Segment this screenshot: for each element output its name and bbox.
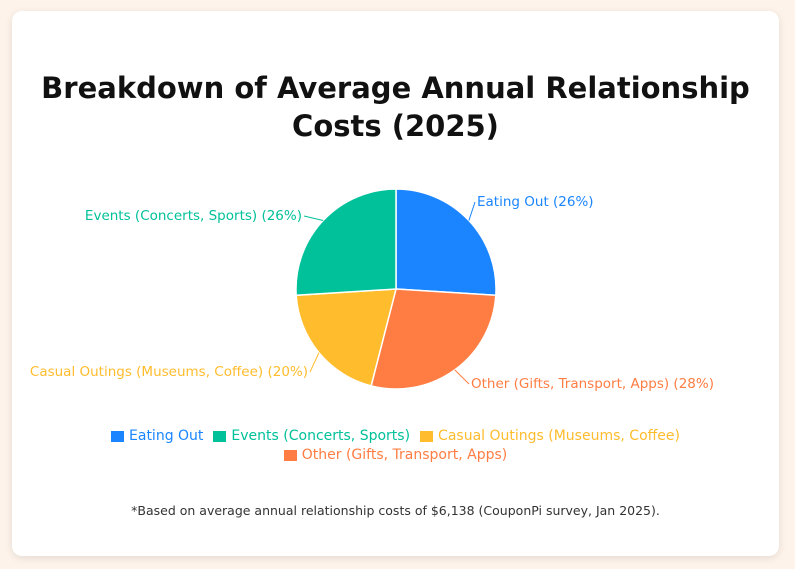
legend-label-events: Events (Concerts, Sports)	[231, 428, 411, 444]
chart-card: Breakdown of Average Annual Relationship…	[12, 11, 779, 556]
legend-swatch-casual-outings	[420, 430, 434, 442]
chart-title-line-1: Breakdown of Average Annual Relationship	[41, 71, 750, 105]
legend-swatch-other	[283, 449, 297, 461]
legend-item-events[interactable]: Events (Concerts, Sports)	[213, 427, 410, 445]
legend-swatch-events	[213, 430, 227, 442]
legend-label-other: Other (Gifts, Transport, Apps)	[301, 447, 508, 463]
slice-label: Other (Gifts, Transport, Apps) (28%)	[471, 376, 714, 392]
legend-swatch-eating-out	[111, 430, 125, 442]
legend-item-casual-outings[interactable]: Casual Outings (Museums, Coffee)	[420, 427, 680, 445]
leader-line	[303, 215, 324, 222]
chart-title-line-2: Costs (2025)	[292, 109, 499, 143]
legend-label-casual-outings: Casual Outings (Museums, Coffee)	[438, 428, 680, 444]
slice-label: Eating Out (26%)	[477, 194, 594, 210]
slice-label: Events (Concerts, Sports) (26%)	[85, 208, 302, 224]
legend-item-eating-out[interactable]: Eating Out	[111, 427, 203, 445]
slice-label: Casual Outings (Museums, Coffee) (20%)	[30, 364, 308, 380]
leader-line	[468, 201, 476, 221]
pie-slice-events-concerts-sports[interactable]	[295, 188, 397, 297]
pie-slice-casual-outings-museums-coffee[interactable]	[295, 288, 397, 387]
legend-row-2: Other (Gifts, Transport, Apps)	[12, 446, 779, 464]
pie-chart: Eating Out (26%) Other (Gifts, Transport,…	[30, 188, 714, 392]
legend-label-eating-out: Eating Out	[129, 428, 204, 444]
chart-footnote: *Based on average annual relationship co…	[131, 503, 660, 518]
legend-item-other[interactable]: Other (Gifts, Transport, Apps)	[283, 446, 508, 464]
leader-line	[309, 352, 320, 373]
legend-row-1: Eating Out Events (Concerts, Sports) Cas…	[12, 427, 779, 445]
leader-line	[454, 369, 470, 385]
chart-title: Breakdown of Average Annual Relationship…	[12, 69, 779, 145]
